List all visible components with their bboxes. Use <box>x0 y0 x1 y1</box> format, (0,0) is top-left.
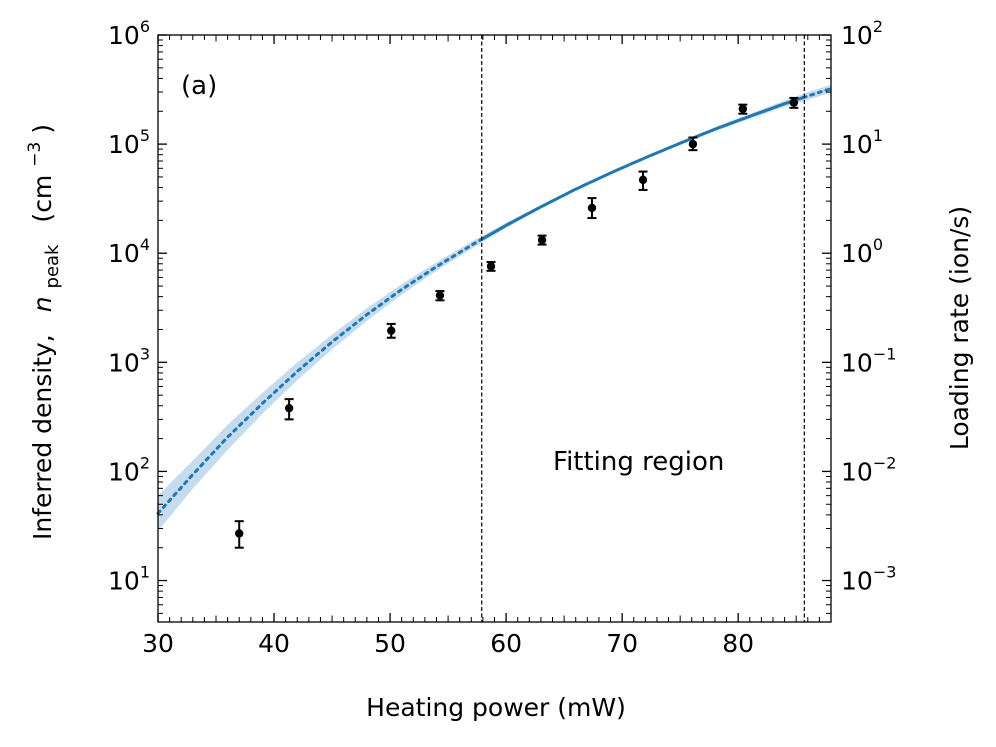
data-point-7 <box>587 197 597 220</box>
confidence-band-layer <box>158 84 831 531</box>
ticks-layer <box>157 34 832 622</box>
y-left-title-unit: (cm <box>28 175 57 223</box>
y-right-tick-label: 100 <box>841 235 883 268</box>
y-right-tick-label: 10−3 <box>841 563 896 596</box>
y-right-tick-label: 101 <box>841 126 883 159</box>
y-axis-left-title: Inferred density, n peak (cm −3 ) <box>17 124 64 540</box>
y-left-tick-label: 104 <box>108 235 150 268</box>
x-tick-label: 50 <box>374 629 406 658</box>
data-point-8 <box>638 170 648 191</box>
y-left-tick-label: 103 <box>108 344 150 377</box>
fit-curve-layer <box>156 87 833 515</box>
x-tick-label: 40 <box>258 629 290 658</box>
data-point-2 <box>284 398 294 421</box>
panel-label: (a) <box>181 71 217 101</box>
data-marker <box>789 98 799 107</box>
data-marker <box>387 326 396 335</box>
y-left-tick-label: 106 <box>108 17 150 50</box>
fitting-region-boundaries <box>481 35 805 622</box>
y-left-title-subscript: peak <box>42 244 63 289</box>
fitting-region-annotation: Fitting region <box>553 447 724 477</box>
data-point-9 <box>688 136 698 152</box>
y-left-title-prefix: Inferred density, <box>28 334 57 540</box>
data-marker <box>486 262 496 271</box>
y-axis-right-title: Loading rate (ion/s) <box>945 206 974 450</box>
data-marker <box>435 291 445 300</box>
x-tick-label: 70 <box>606 629 638 658</box>
fit-curve-extrapolated-high <box>801 87 833 100</box>
data-point-3 <box>386 322 396 339</box>
data-point-1 <box>234 520 244 549</box>
y-right-tick-label: 10−2 <box>841 453 896 486</box>
data-marker <box>537 235 547 245</box>
y-right-tick-label: 102 <box>841 17 883 50</box>
data-marker <box>738 104 748 114</box>
confidence-band <box>158 84 831 531</box>
x-tick-label: 30 <box>142 629 174 658</box>
y-left-title-unit-close: ) <box>28 124 57 134</box>
fit-curve-extrapolated-low <box>156 237 484 515</box>
data-point-4 <box>435 290 445 302</box>
data-marker <box>638 175 648 185</box>
data-points-layer <box>234 96 799 549</box>
y-left-tick-label: 105 <box>108 126 150 159</box>
y-left-title-unit-exponent: −3 <box>25 142 45 167</box>
data-marker <box>284 403 294 413</box>
x-tick-label: 60 <box>490 629 522 658</box>
data-point-6 <box>537 234 547 246</box>
y-left-tick-label: 101 <box>108 563 150 596</box>
x-tick-label: 80 <box>722 629 754 658</box>
data-point-5 <box>486 261 496 272</box>
tick-labels-layer: 30 40 50 60 70 80 101 102 103 104 105 106 10−3 10−2 10… <box>108 17 896 658</box>
data-marker <box>587 203 597 213</box>
x-axis-title: Heating power (mW) <box>366 693 626 722</box>
fit-curve-fitted <box>480 96 804 241</box>
data-point-10 <box>738 103 748 115</box>
y-right-tick-label: 10−1 <box>841 344 896 377</box>
data-marker <box>235 529 244 538</box>
y-left-title-symbol: n <box>28 296 57 312</box>
data-point-11 <box>789 96 799 109</box>
y-left-tick-label: 102 <box>108 453 150 486</box>
data-marker <box>688 139 698 149</box>
